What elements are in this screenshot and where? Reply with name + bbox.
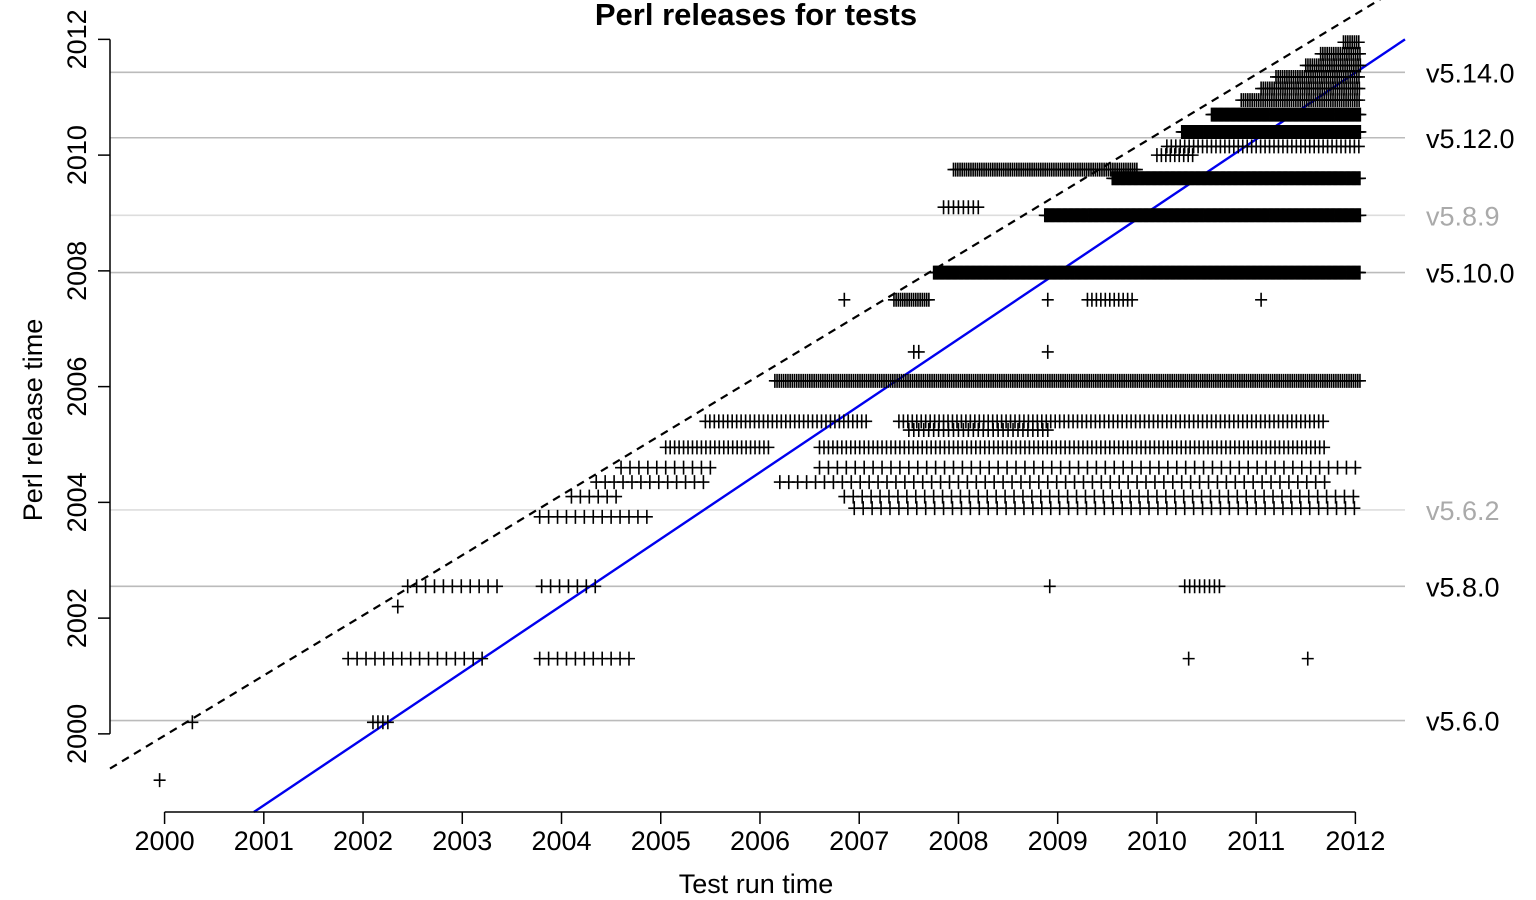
x-tick-label: 2011 (1227, 826, 1285, 856)
y-tick-label: 2010 (62, 125, 92, 185)
y-axis-label: Perl release time (18, 319, 48, 522)
x-tick-label: 2008 (928, 826, 988, 856)
x-axis-label: Test run time (679, 869, 834, 899)
data-point (1186, 148, 1199, 163)
data-point (704, 460, 717, 475)
x-tick-label: 2002 (333, 826, 393, 856)
x-tick-label: 2007 (829, 826, 889, 856)
fit-line (253, 38, 1406, 813)
y-tick-label: 2006 (62, 357, 92, 417)
data-point (1213, 579, 1226, 594)
data-point (186, 715, 199, 730)
data-point (1041, 344, 1054, 359)
data-point (610, 489, 623, 504)
release-label: v5.8.0 (1426, 572, 1500, 602)
y-tick-label: 2012 (62, 9, 92, 69)
data-point (1347, 489, 1360, 504)
data-point (1317, 414, 1330, 429)
data-point (912, 344, 925, 359)
data-point (1043, 579, 1056, 594)
data-point (153, 773, 166, 788)
data-point (1349, 460, 1362, 475)
data-point (1354, 107, 1367, 122)
release-label: v5.6.0 (1426, 707, 1500, 737)
x-tick-label: 2006 (730, 826, 790, 856)
data-point (1130, 162, 1143, 177)
data-point (622, 651, 635, 666)
data-point (381, 715, 394, 730)
x-tick-label: 2000 (135, 826, 195, 856)
data-point (922, 292, 935, 307)
x-tick-label: 2009 (1028, 826, 1088, 856)
data-point (1353, 373, 1366, 388)
data-point (1352, 35, 1365, 50)
data-point (476, 651, 489, 666)
release-label: v5.14.0 (1426, 58, 1515, 88)
y-tick-label: 2000 (62, 704, 92, 764)
data-point (1353, 171, 1366, 186)
x-tick-label: 2004 (531, 826, 591, 856)
x-tick-label: 2003 (432, 826, 492, 856)
data-point (1348, 501, 1361, 516)
y-tick-label: 2008 (62, 241, 92, 301)
chart-title: Perl releases for tests (595, 0, 917, 32)
release-label: v5.10.0 (1426, 259, 1515, 289)
x-tick-label: 2010 (1127, 826, 1187, 856)
data-point (1354, 208, 1367, 223)
data-point (1318, 440, 1331, 455)
data-point (391, 599, 404, 614)
release-label: v5.6.2 (1426, 496, 1500, 526)
data-point (1354, 124, 1367, 139)
x-tick-label: 2001 (234, 826, 294, 856)
release-label: v5.8.9 (1426, 201, 1500, 231)
data-points (153, 35, 1367, 788)
release-label: v5.12.0 (1426, 124, 1515, 154)
reference-lines (109, 0, 1406, 813)
data-point (1182, 651, 1195, 666)
x-tick-label: 2012 (1325, 826, 1385, 856)
data-point (1318, 475, 1331, 490)
data-point (1301, 651, 1314, 666)
data-point (860, 414, 873, 429)
data-point (1126, 292, 1139, 307)
data-point (838, 292, 851, 307)
release-lines: v5.6.0 v5.8.0 v5.6.2 v5.10.0 v5.8.9 v5.12.0 v5… (110, 58, 1515, 737)
y-tick-label: 2002 (62, 588, 92, 648)
data-point (1353, 46, 1366, 61)
data-point (1041, 292, 1054, 307)
data-point (589, 579, 602, 594)
data-point (1353, 265, 1366, 280)
data-point (1041, 423, 1054, 438)
data-point (697, 475, 710, 490)
data-point (491, 579, 504, 594)
data-point (762, 440, 775, 455)
x-tick-label: 2005 (631, 826, 691, 856)
data-point (1255, 292, 1268, 307)
y-tick-label: 2004 (62, 472, 92, 532)
data-point (972, 200, 985, 215)
axes: 2000 2001 2002 2003 2004 2005 2006 2007 2008 2009… (62, 9, 1385, 856)
data-point (1352, 139, 1365, 154)
data-point (640, 509, 653, 524)
